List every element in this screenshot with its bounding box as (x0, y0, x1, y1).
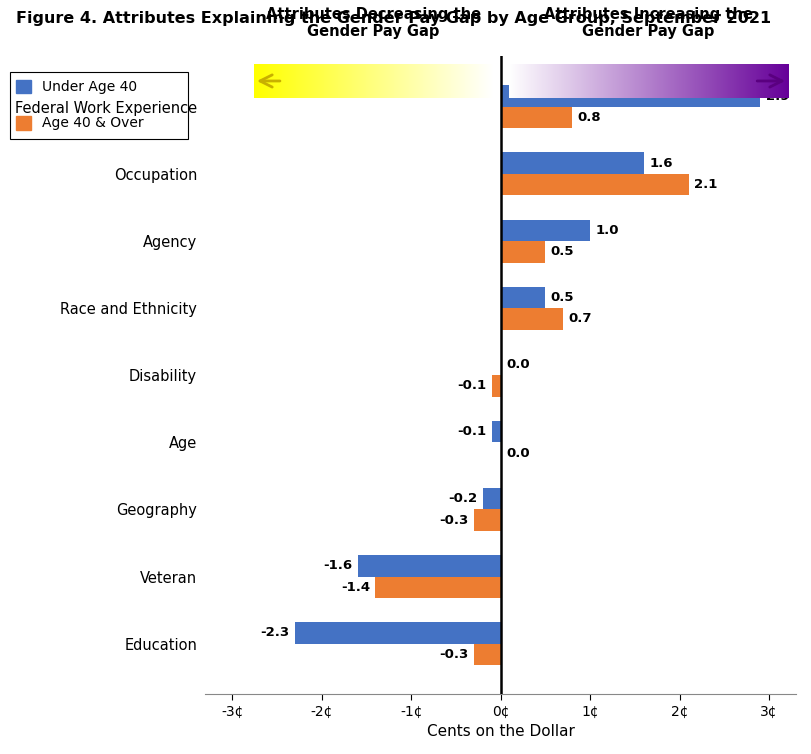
Bar (500, 287, 546, 308)
Bar (375, 577, 500, 598)
Bar (491, 421, 500, 443)
Bar (500, 107, 573, 128)
Bar (500, 308, 564, 329)
Text: -0.1: -0.1 (457, 379, 487, 393)
Text: Figure 4. Attributes Explaining the Gender Pay Gap by Age Group, September 2021: Figure 4. Attributes Explaining the Gend… (16, 11, 771, 26)
Bar (483, 488, 500, 510)
Text: Under Age 40: Under Age 40 (42, 80, 137, 93)
Text: -1.4: -1.4 (341, 581, 370, 594)
Text: -0.2: -0.2 (448, 492, 478, 505)
Text: -0.1: -0.1 (457, 425, 487, 438)
Bar (358, 555, 500, 577)
Bar (500, 174, 689, 195)
Text: 0.0: 0.0 (506, 358, 530, 371)
Bar (474, 644, 500, 665)
Bar (500, 152, 644, 174)
Text: 0.5: 0.5 (551, 291, 574, 304)
Text: -1.6: -1.6 (323, 559, 352, 572)
Text: -0.3: -0.3 (440, 513, 469, 527)
Text: -0.3: -0.3 (440, 648, 469, 661)
Text: 0.0: 0.0 (506, 446, 530, 460)
X-axis label: Cents on the Dollar: Cents on the Dollar (427, 724, 575, 739)
Text: Attributes Decreasing the
Gender Pay Gap: Attributes Decreasing the Gender Pay Gap (266, 7, 481, 39)
Text: Attributes Increasing the
Gender Pay Gap: Attributes Increasing the Gender Pay Gap (544, 7, 753, 39)
Text: 0.5: 0.5 (551, 245, 574, 259)
Text: 1.0: 1.0 (595, 224, 619, 237)
Bar (500, 241, 546, 262)
Bar (500, 219, 590, 241)
Text: 0.7: 0.7 (569, 312, 592, 326)
Bar (500, 85, 760, 107)
Text: -2.3: -2.3 (260, 627, 290, 639)
Bar (491, 375, 500, 397)
Text: 2.9: 2.9 (766, 90, 789, 103)
Text: 2.1: 2.1 (694, 178, 718, 192)
Bar (295, 622, 500, 644)
Bar (474, 510, 500, 531)
Text: 1.6: 1.6 (650, 157, 673, 170)
Text: Age 40 & Over: Age 40 & Over (42, 116, 144, 130)
Text: 0.8: 0.8 (577, 111, 601, 124)
